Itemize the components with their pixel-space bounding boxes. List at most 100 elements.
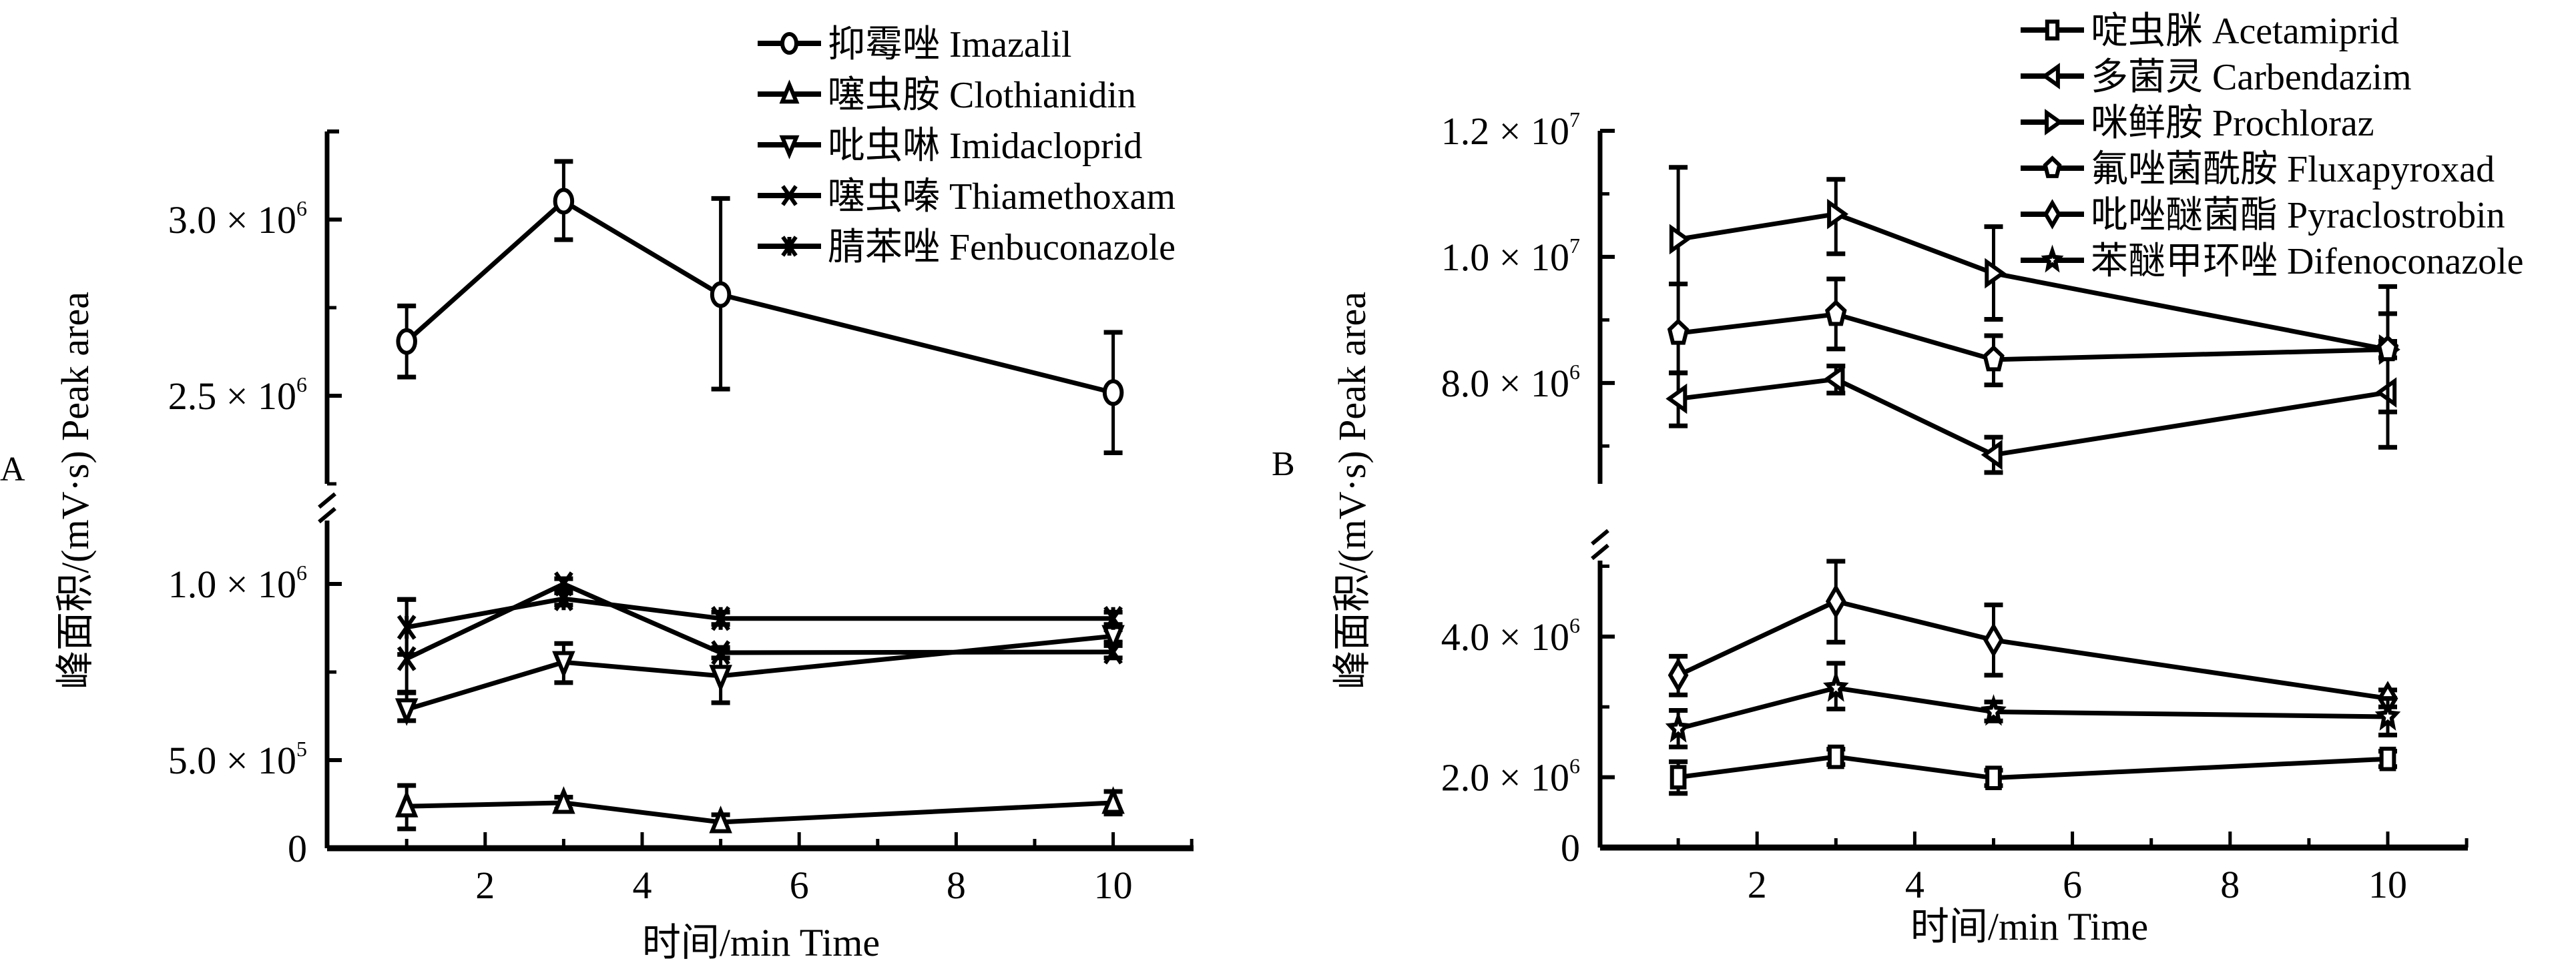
panel-b: B 峰面积/(mV·s) Peak area 时间/min Time 0 2.0 … — [1272, 11, 2523, 948]
data-point-marker — [1669, 765, 1687, 789]
x-tick-label: 8 — [947, 864, 966, 907]
legend-label: 腈苯唑 Fenbuconazole — [828, 227, 1176, 268]
legend-item: 噻虫嗪 Thiamethoxam — [758, 176, 1176, 218]
data-point-marker — [710, 281, 732, 308]
y-tick-label-exponent: 7 — [1569, 234, 1580, 258]
data-point-marker — [711, 606, 730, 631]
series-x — [397, 571, 1123, 695]
y-axis-title: 峰面积/(mV·s) Peak area — [53, 292, 97, 689]
data-point-marker — [1985, 765, 2002, 790]
data-point-marker — [1825, 299, 1847, 326]
series-triangle-down — [395, 625, 1125, 726]
data-point-marker — [552, 786, 575, 814]
data-point-marker — [1667, 657, 1689, 693]
data-point-marker — [1101, 786, 1125, 814]
axis-break-mark — [318, 507, 336, 524]
data-point-marker — [709, 806, 732, 834]
data-point-marker — [397, 646, 417, 671]
marker-stroke — [397, 646, 417, 671]
series-line — [406, 596, 1113, 630]
data-point-marker — [1985, 258, 2007, 289]
legend-label: 苯醚甲环唑 Difenoconazole — [2091, 241, 2523, 282]
data-point-marker — [711, 640, 730, 665]
data-point-marker — [395, 698, 419, 726]
y-tick-label: 2.0 × 106 — [1441, 754, 1580, 799]
y-axis-title: 峰面积/(mV·s) Peak area — [1330, 292, 1374, 689]
legend-marker-triangle-up — [779, 79, 800, 104]
data-point-marker — [1103, 606, 1123, 631]
legend-marker-pentagon — [2043, 155, 2062, 178]
series-diamond — [1667, 559, 2398, 716]
legend-item: 多菌灵 Carbendazim — [2021, 57, 2412, 98]
y-tick-label-mantissa: 2.0 × 10 — [1441, 756, 1569, 799]
data-point-marker — [397, 615, 417, 640]
data-point-marker — [2374, 699, 2401, 731]
legend-item: 啶虫脒 Acetamiprid — [2021, 11, 2399, 52]
y-tick-label-mantissa: 4.0 × 10 — [1441, 615, 1569, 659]
data-point-marker — [553, 188, 575, 215]
plot-marks — [395, 159, 1125, 834]
x-axis-title: 时间/min Time — [642, 921, 880, 963]
data-point-marker — [1665, 383, 1688, 414]
legend-label: 抑霉唑 Imazalil — [828, 24, 1071, 65]
data-point-marker — [1827, 198, 1849, 230]
legend-label: 噻虫胺 Clothianidin — [828, 75, 1136, 116]
data-point-marker — [1825, 583, 1846, 619]
series-line — [405, 198, 1114, 395]
x-tick-label: 4 — [633, 864, 652, 907]
series-line — [405, 581, 1113, 661]
y-tick-label: 5.0 × 105 — [168, 737, 307, 782]
legend-marker-triangle-right — [2045, 109, 2063, 135]
series-line — [1678, 376, 2388, 458]
series-pentagon — [1667, 276, 2399, 414]
x-tick-label: 2 — [1748, 863, 1767, 906]
data-point-marker — [709, 665, 732, 693]
legend: 抑霉唑 Imazalil 噻虫胺 Clothianidin 吡虫啉 Imidaclo… — [758, 24, 1176, 268]
series-line — [406, 633, 1113, 712]
data-point-marker — [1667, 318, 1690, 345]
axis-break-mark — [1591, 543, 1609, 561]
legend-label: 咪鲜胺 Prochloraz — [2091, 103, 2374, 144]
x-tick-label: 10 — [2368, 863, 2407, 906]
y-tick-label-mantissa: 0 — [288, 827, 307, 870]
series-circle — [396, 159, 1124, 456]
x-axis-title: 时间/min Time — [1910, 905, 2148, 948]
legend-item: 抑霉唑 Imazalil — [758, 24, 1071, 65]
y-tick-label: 2.5 × 106 — [168, 372, 307, 418]
x-tick-label: 8 — [2220, 863, 2240, 906]
y-tick-label-mantissa: 8.0 × 10 — [1441, 362, 1569, 405]
y-tick-label: 4.0 × 106 — [1441, 613, 1580, 659]
x-tick-label: 2 — [475, 864, 495, 907]
data-point-marker — [396, 328, 417, 355]
series-square — [1669, 744, 2397, 796]
y-tick-label-exponent: 6 — [1569, 360, 1580, 384]
data-point-marker — [395, 789, 419, 818]
y-tick-label: 1.0 × 106 — [168, 561, 307, 606]
data-point-marker — [1981, 439, 2003, 470]
marker-stroke — [1103, 639, 1123, 665]
legend-item: 噻虫胺 Clothianidin — [758, 75, 1136, 116]
legend-marker-square — [2045, 19, 2060, 41]
axis-break-mark — [318, 492, 336, 509]
data-point-marker — [554, 586, 573, 611]
data-point-marker — [1823, 670, 1849, 702]
y-tick-label: 0 — [288, 827, 307, 870]
series-line — [1678, 212, 2388, 352]
marker-stroke — [781, 185, 798, 206]
legend-item: 吡虫啉 Imidacloprid — [758, 125, 1142, 167]
panel-a: A 峰面积/(mV·s) Peak area 时间/min Time 0 5.0 … — [0, 24, 1194, 963]
panel-label: B — [1272, 445, 1295, 483]
series-line — [1678, 754, 2388, 781]
y-tick-label-exponent: 6 — [296, 561, 307, 585]
error-bar — [2378, 311, 2397, 414]
y-tick-label-mantissa: 1.0 × 10 — [1441, 236, 1569, 279]
legend-label: 多菌灵 Carbendazim — [2091, 57, 2412, 98]
legend-marker-circle — [780, 32, 798, 55]
marker-stroke — [711, 640, 730, 665]
series-line — [1678, 685, 2388, 731]
y-tick-label-mantissa: 5.0 × 10 — [168, 739, 296, 782]
y-tick-label: 1.2 × 107 — [1441, 107, 1580, 153]
